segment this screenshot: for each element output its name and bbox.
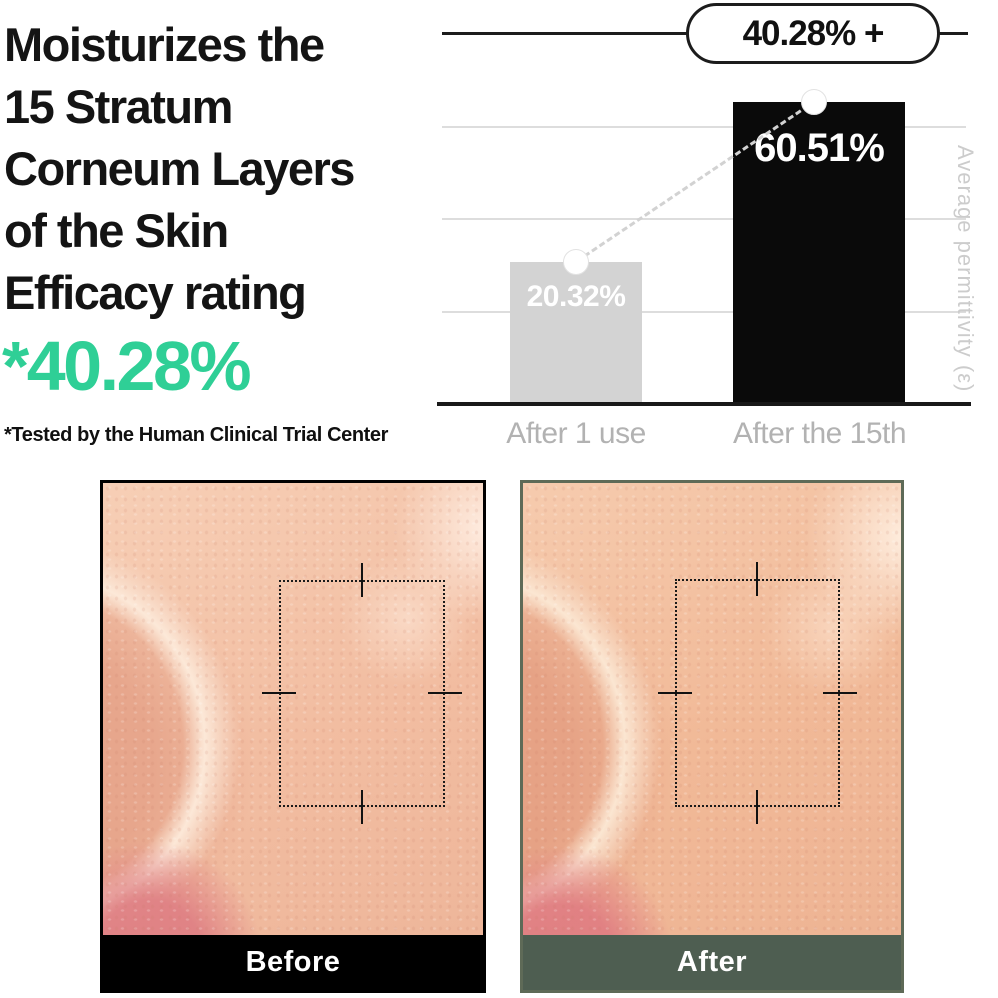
grid-line: [442, 311, 966, 313]
crosshair-tick-right: [823, 692, 857, 694]
bar-after-1-use: 20.32%: [510, 262, 642, 402]
bar-value-label: 60.51%: [754, 126, 885, 170]
data-point-marker: [801, 89, 827, 115]
increase-badge: 40.28% +: [686, 3, 940, 64]
headline-line-1: Moisturizes the: [4, 18, 325, 71]
before-figure: Before: [100, 480, 486, 993]
before-label: Before: [245, 946, 341, 978]
intro-text-block: Moisturizes the 15 Stratum Corneum Layer…: [4, 14, 434, 324]
headline: Moisturizes the 15 Stratum Corneum Layer…: [4, 14, 434, 324]
category-label-after-1-use: After 1 use: [506, 417, 646, 450]
bar-value-label: 20.32%: [526, 280, 626, 313]
headline-line-2: 15 Stratum: [4, 80, 233, 133]
efficacy-percentage: *40.28%: [2, 327, 252, 405]
after-label-strip: After: [523, 935, 901, 990]
before-skin-photo: [103, 483, 483, 935]
crosshair-tick-top: [361, 563, 363, 597]
measurement-region-box: [675, 579, 840, 807]
headline-line-5: Efficacy rating: [4, 266, 307, 319]
after-skin-photo: [523, 483, 901, 935]
crosshair-tick-right: [428, 692, 462, 694]
before-label-strip: Before: [103, 935, 483, 990]
crosshair-tick-left: [658, 692, 692, 694]
x-axis-baseline: [437, 402, 971, 406]
y-axis-label: Average permittivity (ε): [953, 145, 978, 393]
headline-line-4: of the Skin: [4, 204, 229, 257]
headline-line-3: Corneum Layers: [4, 142, 355, 195]
grid-line: [442, 126, 966, 128]
crosshair-tick-bottom: [361, 790, 363, 824]
bar-after-the-15th: 60.51%: [733, 102, 905, 402]
category-label-after-the-15th: After the 15th: [732, 417, 907, 450]
crosshair-tick-top: [756, 562, 758, 596]
crosshair-tick-left: [262, 692, 296, 694]
grid-line: [442, 218, 966, 220]
crosshair-tick-bottom: [756, 790, 758, 824]
measurement-region-box: [279, 580, 445, 807]
clinical-trial-footnote: *Tested by the Human Clinical Trial Cent…: [4, 424, 389, 446]
bar-chart: 40.28% + 20.32% 60.51% After 1 use After…: [0, 0, 998, 460]
data-point-marker: [563, 249, 589, 275]
after-label: After: [676, 946, 748, 978]
after-figure: After: [520, 480, 904, 993]
